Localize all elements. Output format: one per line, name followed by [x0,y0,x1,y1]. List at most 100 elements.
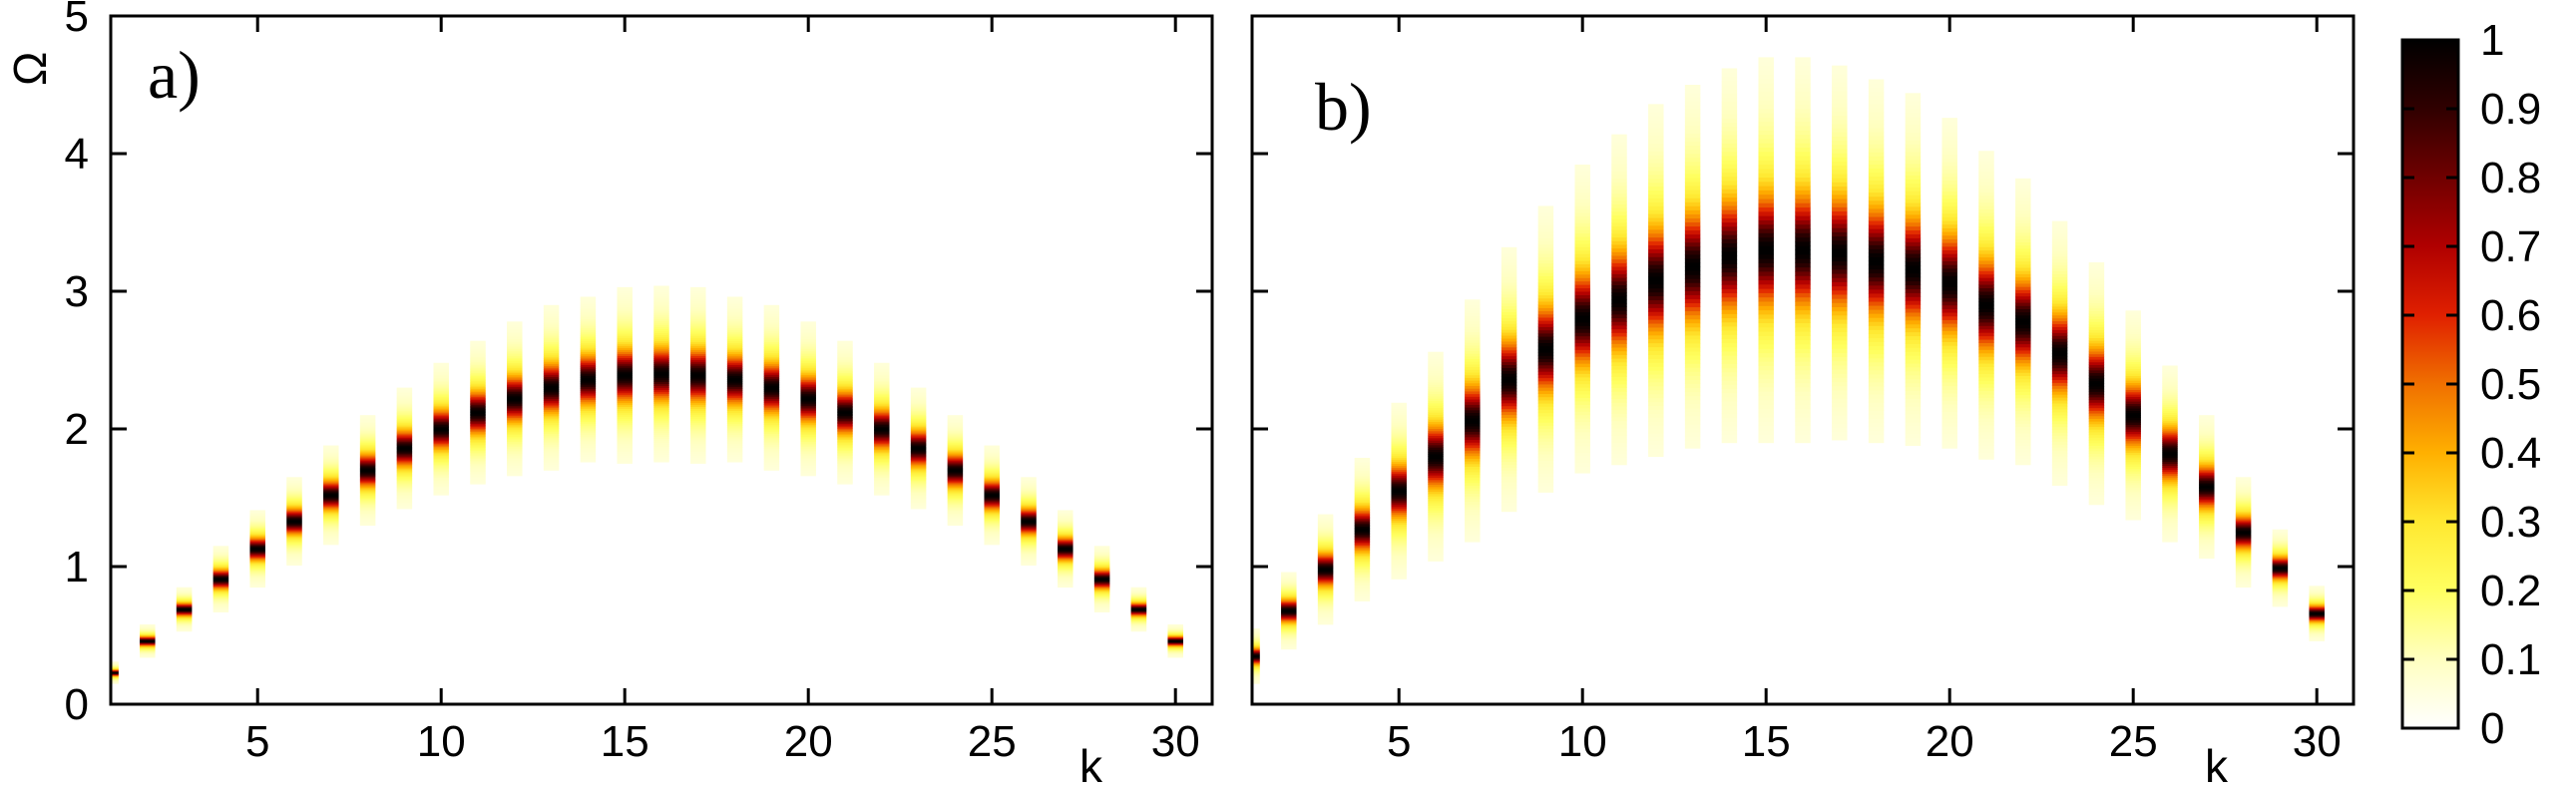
heat-cell [470,353,486,356]
heat-cell [1574,325,1590,330]
heat-cell [1684,351,1701,356]
heat-cell [1465,426,1481,430]
heat-cell [874,486,890,489]
heat-cell [1465,369,1481,373]
heat-cell [617,330,633,333]
heat-cell [1317,524,1334,526]
heat-cell [1465,442,1481,446]
heat-cell [1537,358,1554,363]
heat-cell [1391,491,1407,494]
heat-cell [653,312,669,316]
heat-cell [984,457,1000,460]
heat-cell [837,394,853,397]
heat-cell [396,444,413,447]
heat-cell [2015,219,2031,223]
panel-a-frame [109,14,1214,706]
heat-cell [1905,202,1922,207]
heat-cell [1941,201,1957,206]
heat-cell [1905,253,1922,258]
heat-cell [1941,188,1957,193]
heat-cell [580,436,597,439]
heat-cell [213,583,229,585]
heat-cell [1795,305,1811,311]
heat-cell [1093,608,1110,610]
heat-cell [1021,495,1037,498]
heat-cell [1058,513,1073,515]
heat-cell [1905,268,1922,274]
heat-cell [2015,378,2031,383]
heat-cell [617,420,633,423]
heat-cell [580,440,597,443]
heat-cell [1721,388,1738,394]
heat-cell [433,417,449,420]
heat-cell [1684,205,1701,210]
heat-cell [653,340,669,343]
heat-cell [947,437,964,439]
heat-cell [249,564,265,566]
heat-cell [837,439,853,442]
heat-cell [543,402,560,405]
heat-cell [1317,622,1334,625]
heat-cell [726,351,743,354]
heat-cell [213,568,229,570]
heat-cell [1058,540,1073,542]
heat-cell [1648,190,1664,196]
heat-cell [1021,554,1037,557]
heat-cell [176,616,193,618]
heat-cell [1021,503,1037,506]
heat-cell [396,432,413,434]
heat-cell [947,513,964,515]
heat-cell [359,514,376,517]
heat-cell [1281,623,1297,626]
heat-cell [470,434,486,437]
heat-cell [1721,392,1738,398]
heat-cell [543,326,560,330]
heat-cell [543,383,560,387]
heat-cell [763,393,780,396]
heat-cell [1721,288,1738,294]
heat-cell [2051,409,2068,413]
heat-cell [1058,562,1073,565]
heat-cell [984,509,1000,512]
heat-cell [1905,132,1922,137]
heat-cell [323,451,339,453]
heat-cell [947,520,964,523]
heat-cell [1058,551,1073,553]
heat-cell [1758,314,1774,319]
heat-cell [396,429,413,432]
heat-cell [726,417,743,421]
heat-cell [1281,642,1297,645]
heat-cell [690,394,706,398]
heat-cell [1093,550,1110,552]
heat-cell [1391,532,1407,535]
heat-cell [837,359,853,362]
heat-cell [1648,287,1664,293]
heat-cell [1978,297,1994,302]
heat-cell [1684,198,1701,202]
heat-cell [1795,425,1811,431]
heat-cell [2088,310,2105,314]
heat-cell [213,588,229,591]
heat-cell [2051,388,2068,392]
heat-cell [1978,363,1994,368]
heat-cell [874,480,890,483]
heat-cell [1428,414,1444,418]
heat-cell [580,434,597,437]
heat-cell [947,447,964,449]
heat-cell [947,453,964,455]
heat-cell [1611,310,1627,315]
heat-cell [1684,217,1701,223]
heat-cell [984,472,1000,474]
heat-cell [617,365,633,368]
heat-cell [2015,394,2031,399]
heat-cell [213,596,229,598]
heat-cell [653,456,669,459]
heat-cell [433,481,449,484]
heat-cell [1941,429,1957,434]
heat-cell [249,514,265,516]
heat-cell [837,453,853,456]
heat-cell [1758,348,1774,354]
heat-cell [1093,578,1110,580]
heat-cell [1537,294,1554,299]
heat-cell [543,463,560,466]
